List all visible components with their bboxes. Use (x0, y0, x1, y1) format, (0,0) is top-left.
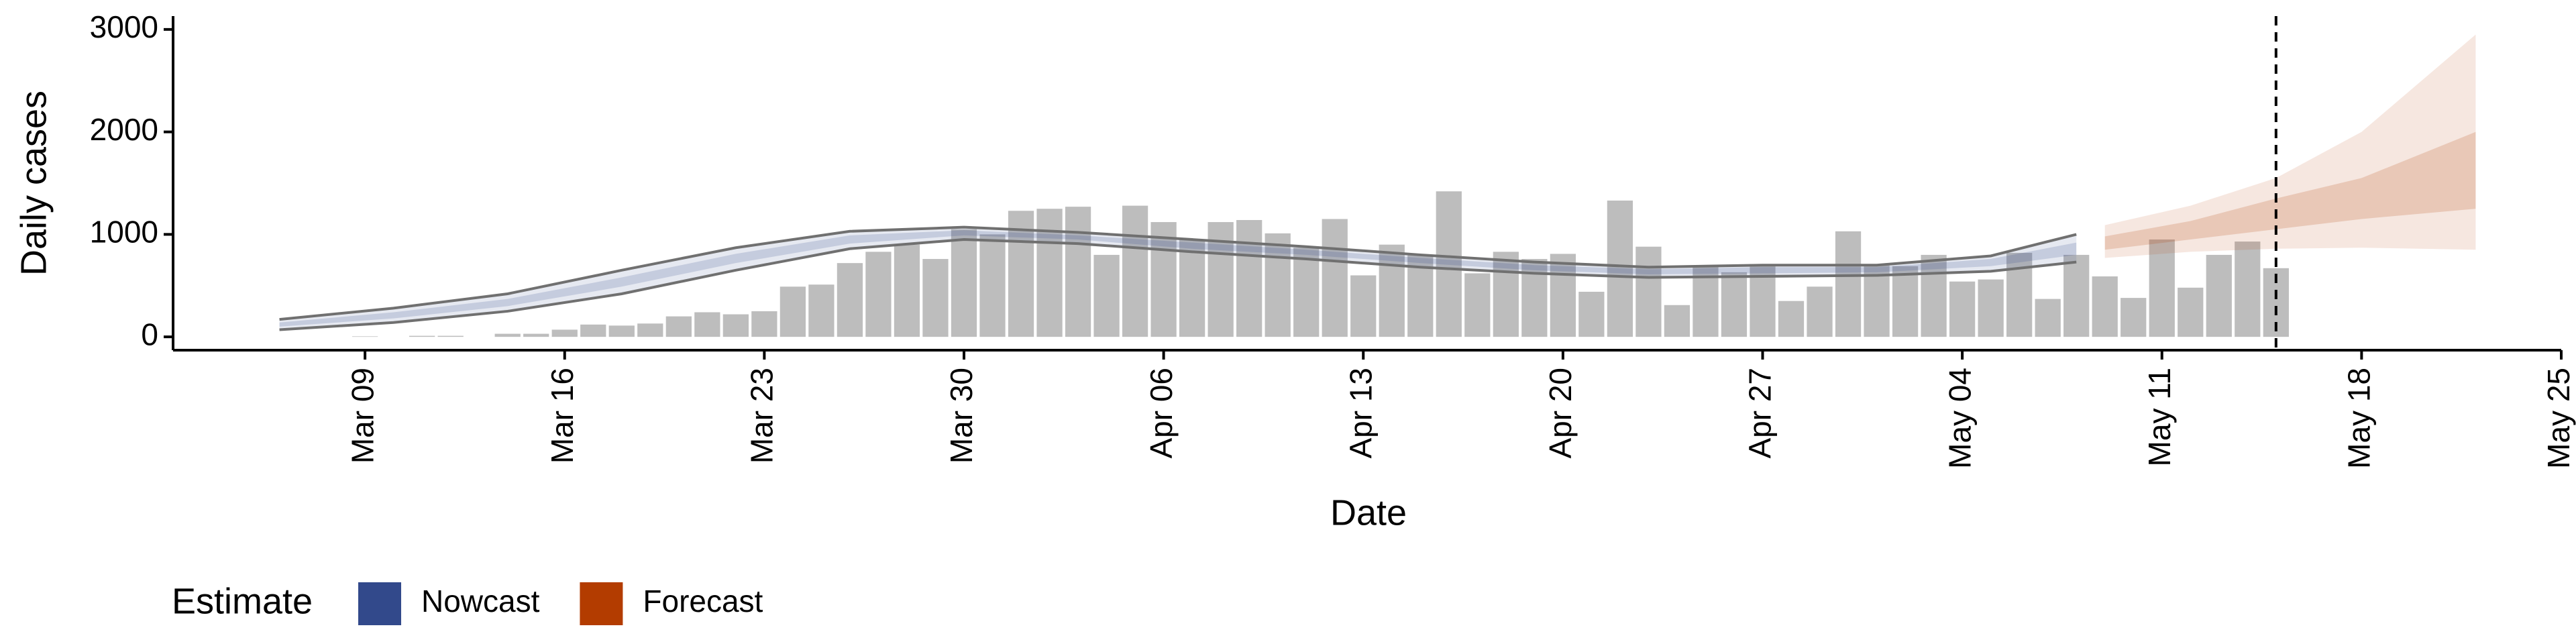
bar (1864, 265, 1890, 337)
bar (1008, 211, 1034, 337)
x-tick-label: Mar 30 (944, 368, 979, 464)
bar (922, 259, 949, 337)
bar (409, 335, 435, 337)
bar (780, 286, 806, 337)
bar (1293, 248, 1320, 337)
bar (1578, 291, 1605, 337)
ribbon-bound (279, 225, 2077, 321)
bar (1721, 272, 1748, 337)
bar (1379, 244, 1405, 337)
bar (2035, 299, 2061, 337)
bar (1807, 286, 1833, 337)
y-axis-label: Daily cases (13, 91, 54, 276)
bar (1949, 281, 1976, 337)
bar (979, 234, 1006, 337)
bar (1350, 275, 1377, 337)
bar (551, 329, 578, 337)
bar (1978, 279, 2004, 337)
bar (580, 324, 606, 337)
bar (608, 325, 635, 337)
y-tick-label: 3000 (90, 9, 158, 44)
bar (1493, 252, 1519, 337)
ribbon-90 (279, 227, 2077, 330)
bar (837, 263, 863, 337)
bar (1179, 239, 1205, 337)
bar (865, 252, 892, 337)
bar (722, 314, 749, 337)
x-tick-label: May 11 (2142, 368, 2177, 466)
legend-title: Estimate (172, 581, 313, 621)
bar (1635, 246, 1662, 337)
bar (665, 316, 692, 337)
bar (1208, 222, 1234, 337)
bar (1150, 222, 1177, 337)
bar (1607, 200, 1633, 337)
bar (2206, 254, 2232, 337)
x-tick-label: May 04 (1942, 368, 1977, 469)
x-tick-label: May 18 (2342, 368, 2377, 469)
bar (637, 323, 663, 337)
bar (1664, 305, 1690, 337)
bar (751, 311, 777, 337)
bar (2178, 287, 2204, 337)
legend-key (358, 582, 401, 625)
bar (1122, 205, 1148, 337)
bar (437, 335, 464, 337)
bar (1436, 191, 1462, 337)
ribbon-90 (2104, 34, 2476, 258)
x-tick-label: Apr 06 (1144, 368, 1179, 459)
bar (2063, 254, 2090, 337)
bar (523, 333, 549, 337)
x-tick-label: May 25 (2541, 368, 2576, 469)
x-axis-label: Date (1330, 492, 1407, 533)
bar (1892, 266, 1919, 337)
y-tick-label: 2000 (90, 112, 158, 147)
bar (1265, 233, 1291, 337)
bar (1835, 231, 1862, 337)
bar (352, 336, 378, 337)
bar (2235, 241, 2261, 337)
x-tick-label: Apr 13 (1343, 368, 1378, 459)
x-tick-label: Mar 09 (345, 368, 380, 464)
bar (1921, 254, 1947, 337)
bar (494, 333, 521, 337)
ribbon-bound (279, 238, 2077, 331)
bar (1322, 219, 1348, 337)
bar (1464, 273, 1491, 337)
x-tick-label: Apr 20 (1543, 368, 1578, 459)
legend-label: Forecast (643, 584, 763, 619)
bar (2092, 276, 2118, 337)
bar (1236, 219, 1263, 337)
bar (1036, 209, 1063, 337)
ribbon-50 (279, 230, 2077, 327)
bar (694, 312, 720, 337)
bar (894, 244, 920, 337)
x-tick-label: Mar 16 (545, 368, 580, 464)
y-tick-label: 0 (141, 317, 158, 352)
bar (951, 229, 977, 337)
y-tick-label: 1000 (90, 215, 158, 250)
bar (1093, 254, 1120, 337)
bar (808, 284, 835, 337)
bar (1065, 207, 1091, 337)
bar (2149, 239, 2175, 337)
x-tick-label: Apr 27 (1743, 368, 1778, 459)
bar (2121, 298, 2147, 337)
legend-key (580, 582, 623, 625)
bar (1550, 254, 1576, 337)
bar (1778, 301, 1805, 337)
ribbon-50 (2104, 131, 2476, 250)
legend-label: Nowcast (421, 584, 540, 619)
x-tick-label: Mar 23 (745, 368, 780, 464)
